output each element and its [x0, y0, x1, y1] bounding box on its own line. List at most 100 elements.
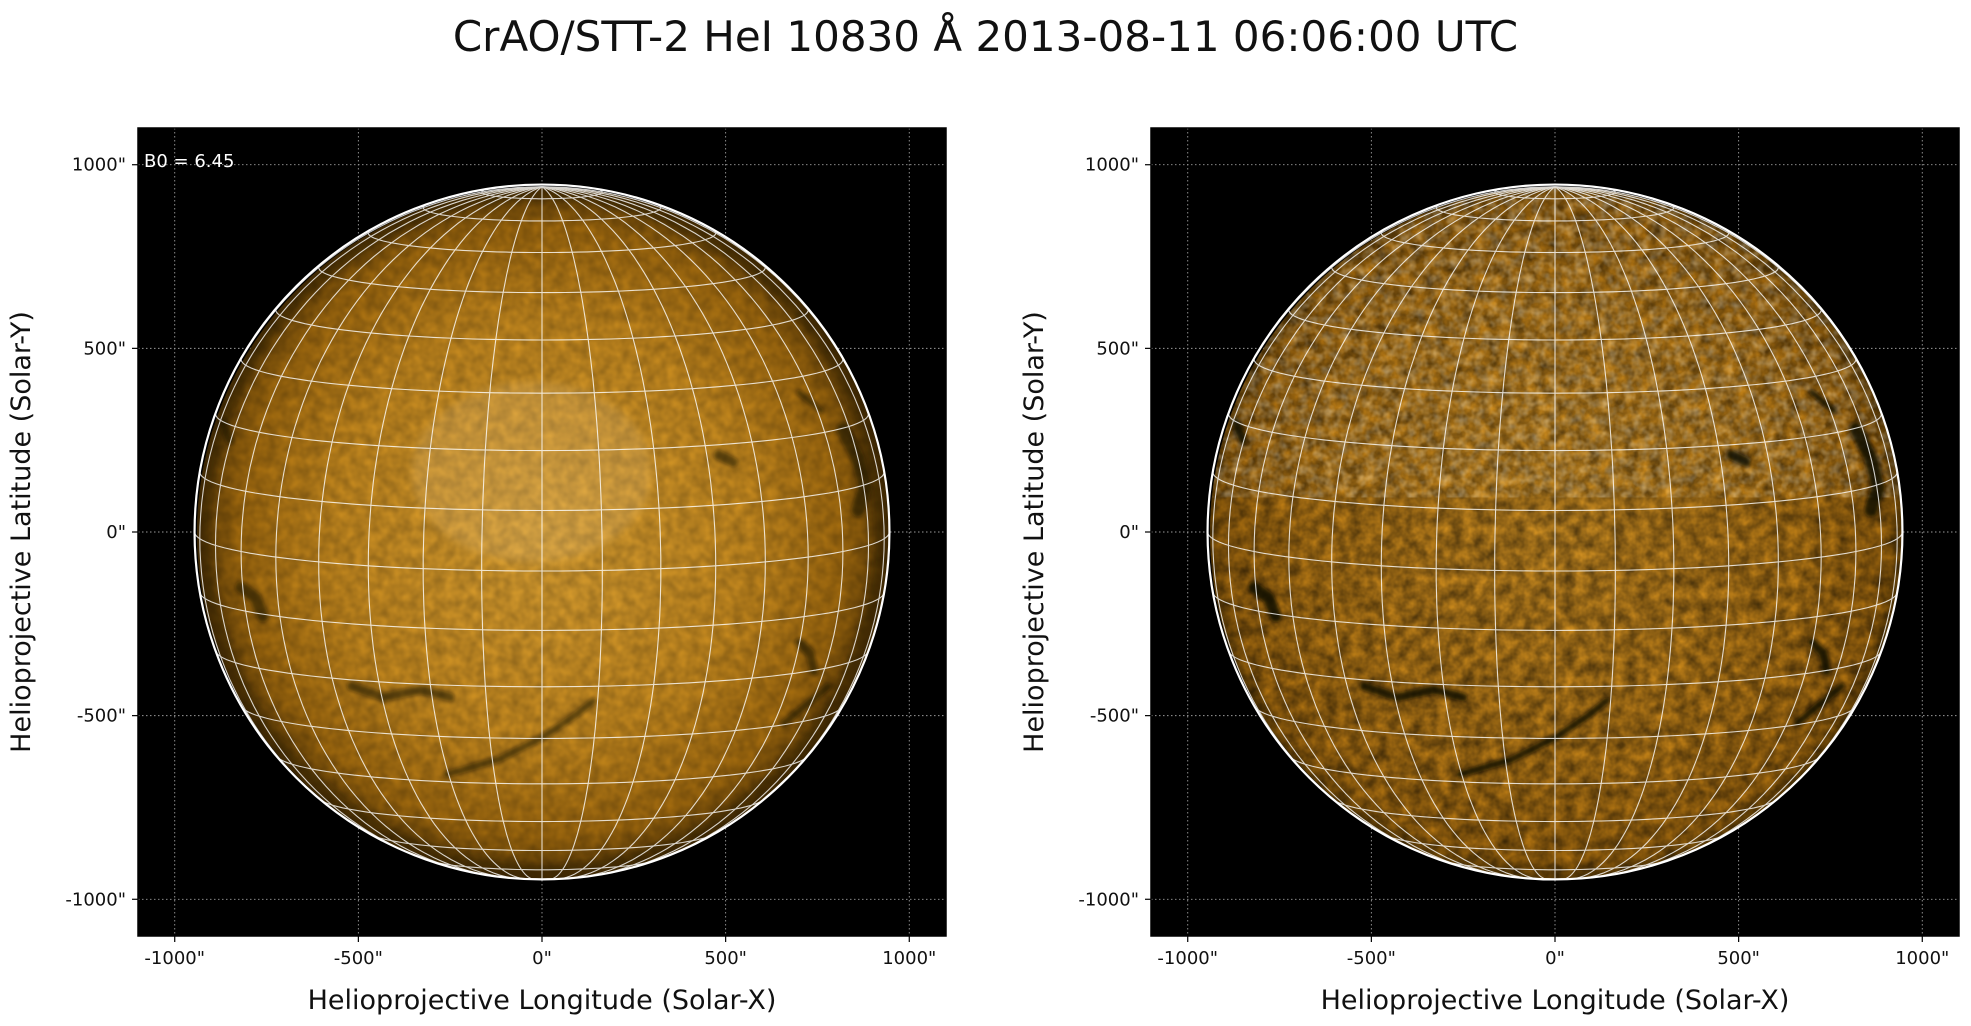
meridian-line	[541, 186, 766, 878]
parallel-line	[194, 531, 890, 572]
parallel-line	[1334, 799, 1776, 823]
parallel-line	[1255, 707, 1855, 739]
left-panel: -1000" -500" 0" 500" 1000" 1000" 500" 0" -500" -1…	[6, 127, 947, 1016]
meridian-line	[1554, 186, 1857, 873]
filament	[780, 682, 832, 727]
meridian-line	[1288, 186, 1556, 877]
parallel-line	[1207, 531, 1903, 572]
meridian-line	[541, 186, 717, 880]
meridian-line	[318, 186, 543, 878]
y-tick-label: 1000"	[72, 155, 126, 176]
x-axis-label: Helioprojective Longitude (Solar-X)	[308, 985, 777, 1016]
filament	[1793, 682, 1845, 727]
parallel-line	[1227, 413, 1883, 452]
meridian-line	[1253, 186, 1556, 873]
y-tick-label: 0"	[106, 522, 126, 543]
parallel-line	[422, 202, 662, 222]
meridian-line	[199, 186, 543, 823]
meridian-line	[1212, 186, 1556, 823]
y-axis-label: Helioprojective Latitude (Solar-Y)	[6, 311, 37, 753]
y-tick-label: -1000"	[65, 889, 126, 910]
parallel-line	[215, 651, 869, 688]
figure-title: CrAO/STT-2 HeI 10830 Å 2013-08-11 06:06:…	[452, 12, 1519, 61]
x-tick-label: -1000"	[1157, 948, 1218, 969]
x-tick-label: 0"	[1545, 948, 1565, 969]
parallel-line	[1384, 834, 1726, 852]
meridian-line	[541, 186, 662, 880]
meridian-line	[1554, 186, 1779, 878]
filament	[1807, 637, 1832, 677]
x-tick-label: -500"	[1347, 948, 1396, 969]
parallel-line	[321, 799, 763, 823]
b0-annotation: B0 = 6.45	[144, 151, 234, 172]
parallel-line	[1331, 264, 1779, 294]
meridian-line	[422, 186, 543, 880]
parallel-line	[1288, 308, 1822, 341]
x-tick-label: -1000"	[144, 948, 205, 969]
parallel-line	[242, 707, 842, 739]
meridian-line	[481, 186, 543, 880]
parallel-line	[1212, 471, 1898, 512]
parallel-line	[276, 756, 808, 785]
meridian-line	[1380, 186, 1556, 880]
y-tick-label: 1000"	[1085, 155, 1139, 176]
parallel-line	[1494, 187, 1616, 200]
parallel-line	[1228, 651, 1882, 688]
meridian-line	[541, 186, 844, 873]
bright-region	[412, 382, 652, 562]
parallel-line	[481, 187, 603, 200]
filament	[346, 681, 455, 702]
parallel-line	[1441, 859, 1669, 871]
x-tick-label: 0"	[532, 948, 552, 969]
parallel-line	[367, 229, 717, 254]
solar-limb	[193, 183, 891, 881]
meridian-line	[275, 186, 543, 877]
x-tick-label: 1000"	[882, 948, 936, 969]
meridian-line	[541, 186, 885, 823]
y-tick-label: -500"	[1090, 706, 1139, 727]
meridian-line	[1554, 186, 1616, 880]
meridian-line	[1554, 186, 1675, 880]
solar-limb	[1206, 183, 1904, 881]
parallel-line	[214, 413, 870, 452]
filament	[713, 449, 738, 468]
y-axis-label: Helioprojective Latitude (Solar-Y)	[1019, 311, 1050, 753]
right-panel: -1000" -500" 0" 500" 1000" 1000" 500" 0" -500" -1…	[1019, 127, 1960, 1016]
meridian-line	[367, 186, 543, 880]
parallel-line	[1253, 357, 1857, 394]
parallel-line	[428, 859, 656, 871]
x-tick-label: -500"	[334, 948, 383, 969]
parallel-line	[199, 593, 885, 631]
x-tick-label: 1000"	[1895, 948, 1949, 969]
parallel-line	[1289, 756, 1821, 785]
parallel-line	[318, 264, 766, 294]
parallel-line	[1380, 229, 1730, 254]
x-tick-label: 500"	[1717, 948, 1760, 969]
filament	[794, 637, 819, 677]
parallel-line	[1435, 202, 1675, 222]
meridian-line	[1554, 186, 1730, 880]
meridian-line	[1554, 186, 1898, 823]
y-tick-label: -500"	[77, 706, 126, 727]
parallel-line	[275, 308, 809, 341]
x-axis-label: Helioprojective Longitude (Solar-X)	[1321, 985, 1790, 1016]
filament	[1726, 449, 1751, 468]
parallel-line	[199, 471, 885, 512]
filament	[796, 389, 825, 414]
filament	[1247, 581, 1282, 623]
parallel-line	[371, 834, 713, 852]
meridian-line	[1554, 186, 1822, 877]
parallel-line	[240, 357, 844, 394]
filament	[1359, 681, 1468, 702]
filament	[234, 581, 269, 623]
y-tick-label: 0"	[1119, 522, 1139, 543]
parallel-line	[1212, 593, 1898, 631]
y-tick-label: 500"	[83, 338, 126, 359]
heliographic-grid	[1207, 186, 1903, 880]
meridian-line	[1494, 186, 1556, 880]
filament	[1231, 417, 1248, 445]
y-tick-label: -1000"	[1078, 889, 1139, 910]
filament	[1809, 389, 1838, 414]
y-tick-label: 500"	[1096, 338, 1139, 359]
